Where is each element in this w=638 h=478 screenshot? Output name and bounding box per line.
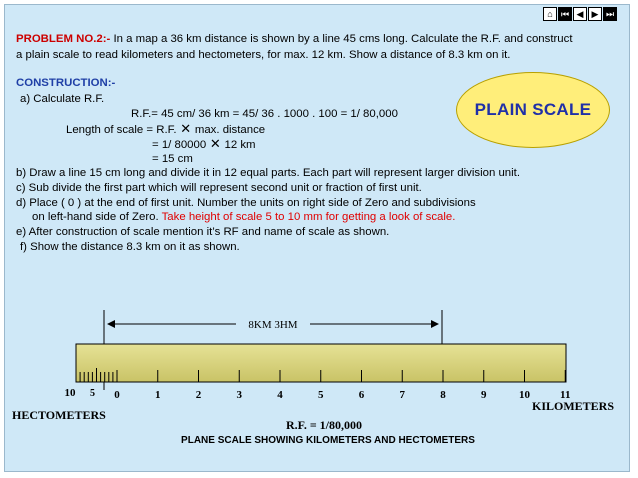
step-d-note: Take height of scale 5 to 10 mm for gett… xyxy=(161,211,456,223)
step-d-line-2: on left-hand side of Zero. Take height o… xyxy=(32,210,455,224)
rf-label: R.F. = 1/80,000 xyxy=(286,418,362,432)
problem-line-2: a plain scale to read kilometers and hec… xyxy=(16,49,511,61)
unit-label-11: 11 xyxy=(560,389,570,401)
scale-caption: PLANE SCALE SHOWING KILOMETERS AND HECTO… xyxy=(181,435,475,446)
unit-label-1: 1 xyxy=(155,389,161,401)
home-icon[interactable]: ⌂ xyxy=(543,7,557,21)
previous-slide-icon[interactable]: ◀ xyxy=(573,7,587,21)
problem-text-1: In a map a 36 km distance is shown by a … xyxy=(110,33,573,45)
step-d-line-1: d) Place ( 0 ) at the end of first unit.… xyxy=(16,197,476,209)
subdivision-label-10: 10 xyxy=(65,387,77,399)
problem-label: PROBLEM NO.2:- xyxy=(16,33,111,45)
badge-label: PLAIN SCALE xyxy=(474,100,592,119)
length-of-scale-line: Length of scale = R.F. ✕ max. distance xyxy=(66,122,265,137)
unit-label-9: 9 xyxy=(481,389,487,401)
unit-label-4: 4 xyxy=(277,389,283,401)
subdivision-label-5: 5 xyxy=(90,388,95,399)
unit-label-8: 8 xyxy=(440,389,446,401)
length-value-a: = 1/ 80000 xyxy=(152,139,207,151)
unit-label-6: 6 xyxy=(359,389,365,401)
distance-label: 8KM 3HM xyxy=(248,319,297,331)
multiply-icon: ✕ xyxy=(180,121,192,136)
step-f: f) Show the distance 8.3 km on it as sho… xyxy=(20,241,240,253)
construction-title: CONSTRUCTION:- xyxy=(16,77,116,89)
step-d-text: on left-hand side of Zero. xyxy=(32,211,162,223)
step-e: e) After construction of scale mention i… xyxy=(16,226,390,238)
length-text-a: Length of scale = R.F. xyxy=(66,124,177,136)
unit-label-7: 7 xyxy=(400,389,406,401)
step-a: a) Calculate R.F. xyxy=(20,93,105,105)
step-b: b) Draw a line 15 cm long and divide it … xyxy=(16,167,520,179)
unit-label-0: 0 xyxy=(114,389,120,401)
multiply-icon-2: ✕ xyxy=(209,136,221,151)
length-value-b: 12 km xyxy=(224,139,256,151)
next-slide-icon[interactable]: ▶ xyxy=(588,7,602,21)
step-c: c) Sub divide the first part which will … xyxy=(16,182,422,194)
kilometers-label: KILOMETERS xyxy=(532,399,614,413)
unit-label-2: 2 xyxy=(196,389,202,401)
unit-label-3: 3 xyxy=(237,389,243,401)
scale-labels: 0 1 2 3 4 5 6 7 8 9 10 11 10 5 xyxy=(65,387,571,401)
scale-ticks xyxy=(79,368,566,382)
plain-scale-badge: PLAIN SCALE xyxy=(456,72,610,148)
first-slide-icon[interactable]: ⏮ xyxy=(558,7,572,21)
nav-toolbar: ⌂ ⏮ ◀ ▶ ⏭ xyxy=(543,7,617,21)
rf-calculation: R.F.= 45 cm/ 36 km = 45/ 36 . 1000 . 100… xyxy=(131,108,398,120)
unit-label-10: 10 xyxy=(519,389,531,401)
last-slide-icon[interactable]: ⏭ xyxy=(603,7,617,21)
unit-label-5: 5 xyxy=(318,389,324,401)
problem-line-1: PROBLEM NO.2:- In a map a 36 km distance… xyxy=(16,32,572,46)
length-line-2: = 1/ 80000 ✕ 12 km xyxy=(152,137,256,152)
length-result: = 15 cm xyxy=(152,153,193,165)
length-text-b: max. distance xyxy=(194,124,266,136)
hectometers-label: HECTOMETERS xyxy=(12,408,106,422)
